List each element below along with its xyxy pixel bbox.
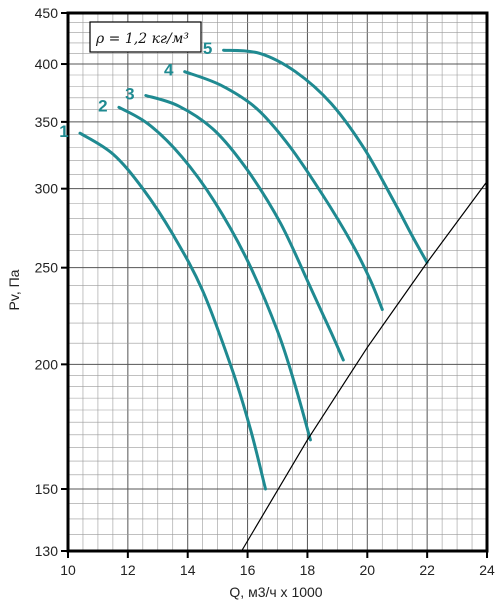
y-tick-label: 400 xyxy=(35,56,59,72)
y-axis-title: Pv, Па xyxy=(6,269,22,310)
curve-label-4: 4 xyxy=(164,61,174,80)
annotation-text: ρ = 1,2 кг/м³ xyxy=(95,31,189,47)
x-tick-label: 22 xyxy=(419,562,435,578)
y-tick-label: 300 xyxy=(35,181,59,197)
fan-curve-5 xyxy=(222,48,429,264)
x-tick-label: 14 xyxy=(180,562,196,578)
curve-label-3: 3 xyxy=(125,84,134,103)
grid xyxy=(67,12,488,552)
y-tick-label: 130 xyxy=(35,543,59,559)
y-tick-label: 150 xyxy=(35,481,59,497)
fan-curve-4 xyxy=(183,70,384,311)
x-tick-label: 24 xyxy=(479,562,495,578)
x-axis-title: Q, м3/ч x 1000 xyxy=(229,584,322,600)
y-tick-label: 450 xyxy=(35,5,59,21)
curve-label-1: 1 xyxy=(59,122,68,141)
plot-frame xyxy=(66,11,489,553)
y-tick-label: 200 xyxy=(35,356,59,372)
x-tick-label: 10 xyxy=(60,562,76,578)
y-tick-label: 350 xyxy=(35,114,59,130)
system-resistance-line xyxy=(241,181,488,552)
curve-label-2: 2 xyxy=(98,96,107,115)
y-tick-label: 250 xyxy=(35,260,59,276)
annotation-box xyxy=(89,21,202,53)
fan-curve-3 xyxy=(144,94,345,362)
x-tick-label: 18 xyxy=(300,562,316,578)
fan-curve-2 xyxy=(117,105,312,442)
curves xyxy=(78,48,488,552)
x-tick-label: 16 xyxy=(240,562,256,578)
x-tick-label: 20 xyxy=(359,562,375,578)
x-tick-label: 12 xyxy=(120,562,136,578)
curve-label-5: 5 xyxy=(203,39,212,58)
fan-curve-1 xyxy=(78,131,267,491)
density-annotation: ρ = 1,2 кг/м³ xyxy=(89,21,202,53)
